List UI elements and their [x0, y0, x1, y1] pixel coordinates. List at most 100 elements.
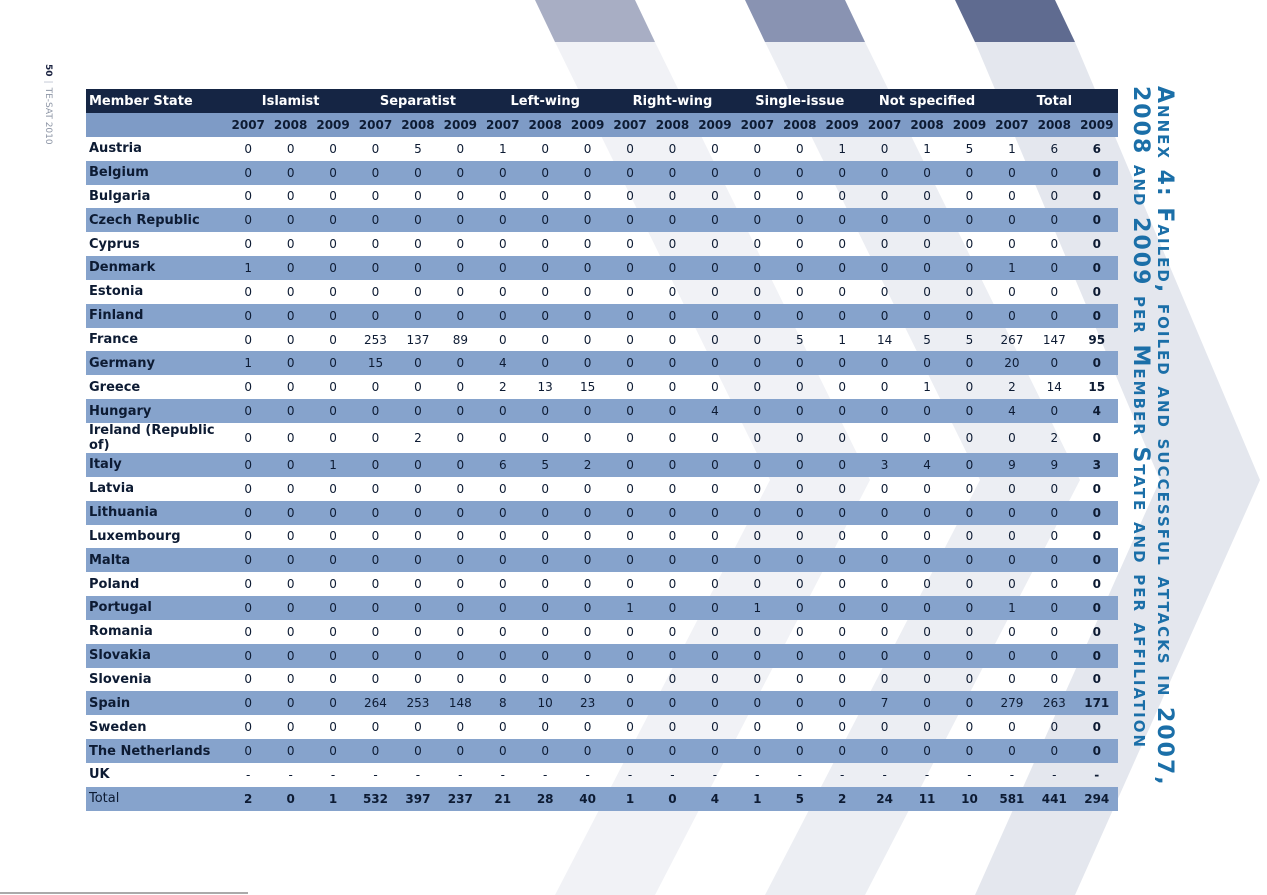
- table-cell: 0: [626, 481, 634, 496]
- table-cell: 0: [1075, 303, 1118, 328]
- table-cell: 3: [1075, 452, 1118, 477]
- table-cell: 0: [905, 208, 949, 233]
- member-state-name: Total: [86, 786, 227, 811]
- table-cell: 0: [498, 529, 507, 544]
- table-cell: 0: [651, 303, 694, 328]
- table-cell: 0: [227, 739, 270, 763]
- table-cell: 0: [668, 624, 677, 639]
- table-cell: 0: [693, 500, 737, 525]
- table-cell: 0: [820, 452, 864, 477]
- table-cell: 0: [286, 624, 295, 639]
- table-cell: 0: [1033, 500, 1076, 525]
- table-row: Hungary 0 0 0 0 0 0 0 0 0 0 0 4 0 0 0 0 0 0 4 0 4: [86, 399, 1118, 423]
- table-cell: 253: [364, 332, 387, 347]
- table-cell: 0: [1050, 577, 1059, 592]
- member-state-name: Estonia: [89, 284, 144, 300]
- table-cell: 0: [880, 284, 889, 299]
- table-cell: 0: [329, 624, 337, 639]
- table-cell: 0: [778, 399, 821, 423]
- table-cell: 0: [711, 380, 719, 395]
- table-cell: 0: [414, 284, 422, 299]
- table-cell: 0: [626, 380, 634, 395]
- table-cell: 5: [523, 452, 567, 477]
- table-row: France 0 0 0 253 137 89 0 0 0 0 0 0 0 5 1 14 5 5 267 147 95: [86, 328, 1118, 352]
- table-cell: 2: [227, 786, 270, 811]
- table-cell: 6: [1092, 141, 1101, 156]
- table-cell: 0: [244, 189, 253, 204]
- table-cell: 0: [566, 548, 609, 573]
- table-cell: 0: [608, 160, 652, 185]
- table-cell: 23: [566, 691, 609, 716]
- table-cell: 2: [820, 786, 864, 811]
- table-cell: 28: [523, 786, 567, 811]
- table-cell: 0: [736, 303, 779, 328]
- table-cell: 0: [481, 208, 524, 233]
- table-cell: -: [797, 767, 802, 782]
- member-state-name: UK: [89, 767, 110, 783]
- table-cell: 1: [736, 786, 779, 811]
- table-cell: 264: [354, 691, 397, 716]
- table-cell: 0: [863, 739, 906, 763]
- table-cell: 0: [965, 577, 974, 592]
- table-row: Greece 0 0 0 0 0 0 2 13 15 0 0 0 0 0 0 0 1 0 2 14 15: [86, 375, 1118, 399]
- table-cell: 0: [626, 237, 634, 252]
- table-cell: 0: [965, 380, 974, 395]
- year-header: 2009: [439, 113, 482, 137]
- table-cell: 0: [269, 786, 312, 811]
- table-cell: 0: [1033, 739, 1076, 763]
- table-cell: -: [585, 767, 590, 782]
- table-cell: 0: [880, 141, 889, 156]
- member-state-name: Latvia: [89, 481, 134, 497]
- table-cell: 0: [1008, 720, 1016, 735]
- table-cell: 0: [456, 189, 465, 204]
- table-cell: 0: [541, 529, 549, 544]
- year-header: 2007: [227, 113, 270, 137]
- table-cell: 0: [439, 256, 482, 280]
- table-cell: 0: [923, 577, 931, 592]
- table-cell: 5: [923, 332, 931, 347]
- table-cell: 0: [286, 141, 295, 156]
- table-cell: 0: [820, 643, 864, 668]
- table-cell: 0: [481, 399, 524, 423]
- table-cell: 0: [905, 160, 949, 185]
- table-cell: 0: [566, 643, 609, 668]
- table-cell: 0: [965, 481, 974, 496]
- table-cell: 0: [583, 284, 592, 299]
- year-header: 2009: [820, 113, 864, 137]
- table-cell: 0: [329, 237, 337, 252]
- table-cell: 0: [948, 399, 991, 423]
- table-cell: 0: [880, 189, 889, 204]
- table-cell: 0: [269, 256, 312, 280]
- table-cell: 21: [481, 786, 524, 811]
- table-cell: 0: [523, 160, 567, 185]
- table-cell: 0: [1008, 529, 1016, 544]
- table-cell: 5: [965, 332, 974, 347]
- table-cell: 0: [227, 691, 270, 716]
- table-cell: 0: [736, 500, 779, 525]
- table-cell: 0: [820, 691, 864, 716]
- table-cell: 0: [414, 529, 422, 544]
- table-cell: -: [288, 767, 293, 782]
- table-row: Czech Republic 0 0 0 0 0 0 0 0 0 0 0 0 0 0 0 0 0 0 0 0 0: [86, 208, 1118, 233]
- table-cell: 0: [693, 208, 737, 233]
- table-cell: 0: [566, 351, 609, 376]
- year-header: 2008: [396, 113, 440, 137]
- table-cell: 0: [498, 430, 507, 445]
- table-cell: 0: [244, 624, 253, 639]
- year-header: 2007: [736, 113, 779, 137]
- table-cell: 0: [820, 256, 864, 280]
- group-header-right-wing: Right-wing: [608, 89, 737, 113]
- total-row: Total 2 0 1 532 397 237 21 28 40 1 0 4 1 5 2 24 11 10 581 44…: [86, 786, 1118, 811]
- table-cell: 14: [876, 332, 893, 347]
- table-cell: 0: [923, 672, 931, 687]
- table-row: UK - - - - - - - - - - - - - - - - - - - - -: [86, 763, 1118, 787]
- table-cell: -: [1009, 767, 1015, 782]
- table-cell: 0: [626, 141, 634, 156]
- table-cell: 0: [286, 189, 295, 204]
- table-cell: 279: [990, 691, 1034, 716]
- table-cell: 0: [795, 284, 804, 299]
- table-cell: 0: [651, 643, 694, 668]
- table-cell: 0: [693, 351, 737, 376]
- table-cell: 2: [1008, 380, 1016, 395]
- table-cell: 0: [711, 430, 719, 445]
